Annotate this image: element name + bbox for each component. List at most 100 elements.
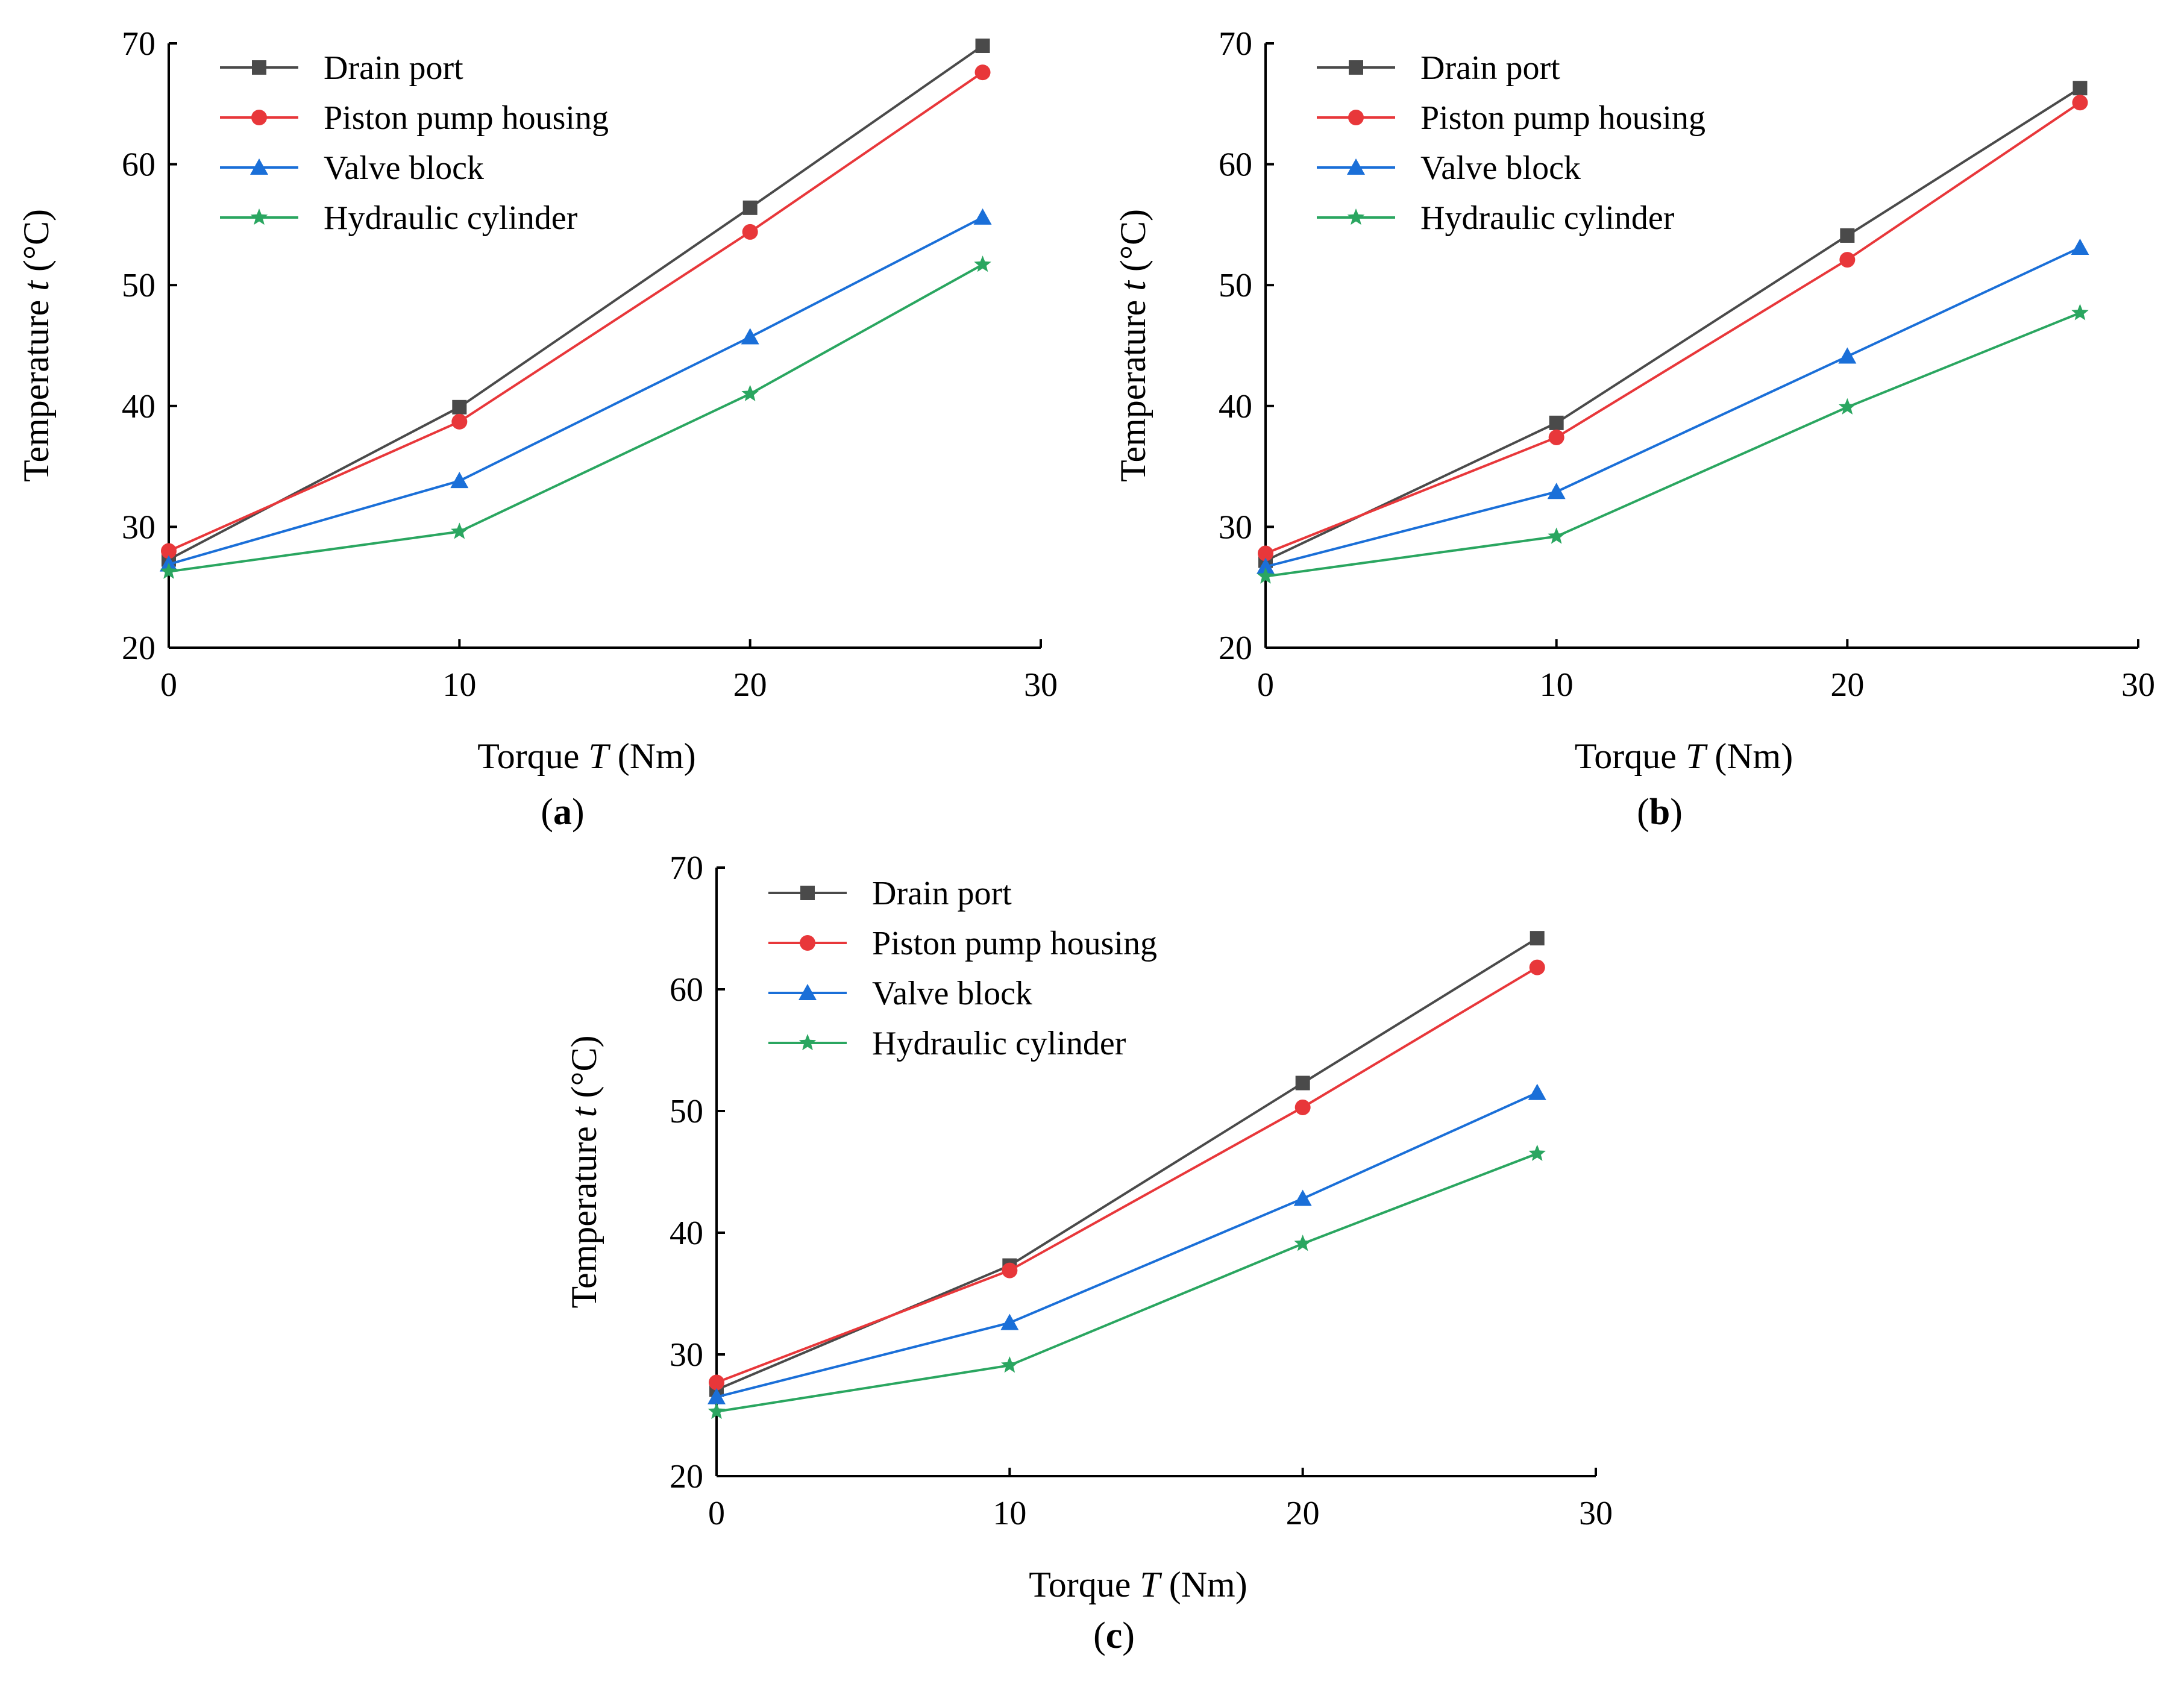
y-tick-label: 70 [122, 25, 155, 63]
data-point-valve [2071, 239, 2089, 255]
series-drain [1258, 81, 2088, 568]
data-point-valve [1838, 347, 1857, 364]
panel-label-open: ( [1637, 792, 1649, 833]
y-tick-label: 50 [122, 267, 155, 304]
data-point-cylinder [451, 522, 468, 539]
legend-marker-piston [800, 935, 815, 951]
x-tick-label: 30 [1579, 1495, 1613, 1532]
y-tick-label: 60 [670, 971, 703, 1009]
x-axis-label-pre: Torque [1029, 1565, 1140, 1604]
series-line-valve [168, 216, 984, 566]
legend-marker-piston [1348, 110, 1364, 125]
data-point-piston [1548, 429, 1564, 445]
series-cylinder [160, 255, 991, 579]
data-point-valve [1293, 1189, 1312, 1206]
series-drain [709, 931, 1545, 1397]
panel-label: (b) [1637, 792, 1683, 833]
series-piston [1258, 95, 2088, 562]
y-tick-label: 50 [1219, 267, 1252, 304]
panel-label: (a) [541, 792, 584, 833]
data-point-drain [1530, 931, 1545, 946]
y-axis-label-pre: Temperature [16, 291, 56, 482]
legend: Drain port Piston pump housing Valve block… [220, 49, 609, 237]
series-line-valve [716, 1091, 1538, 1398]
data-point-piston [161, 543, 177, 559]
data-point-valve [1528, 1083, 1546, 1100]
chart-panel-c: 20 30 40 50 60 70 0 10 20 30 Torque T (Nm) Temperat… [564, 850, 1613, 1656]
x-tick-label: 30 [2121, 666, 2155, 704]
x-axis-label-post: (Nm) [1705, 736, 1793, 776]
y-tick-label: 50 [670, 1093, 703, 1130]
data-point-piston [1529, 959, 1545, 975]
data-point-piston [974, 64, 991, 81]
legend-marker-valve [799, 984, 817, 1000]
data-point-valve [1000, 1313, 1019, 1330]
y-axis-label-pre: Temperature [1113, 291, 1153, 482]
data-point-cylinder [1839, 398, 1856, 415]
data-point-cylinder [741, 384, 759, 401]
data-point-cylinder [708, 1402, 726, 1419]
series-line-drain [168, 45, 984, 561]
data-point-valve [1547, 483, 1566, 499]
x-tick-label: 20 [733, 666, 767, 704]
legend-label-cylinder: Hydraulic cylinder [872, 1025, 1126, 1062]
y-axis-label-var: t [1113, 280, 1153, 291]
y-tick-label: 40 [1219, 388, 1252, 425]
data-point-piston [451, 413, 468, 430]
panel-label-letter: c [1106, 1615, 1123, 1656]
x-tick-label: 10 [993, 1495, 1026, 1532]
x-axis-label-pre: Torque [477, 736, 588, 776]
data-point-valve [708, 1388, 726, 1404]
y-axis-label-pre: Temperature [564, 1117, 604, 1308]
legend-label-cylinder: Hydraulic cylinder [324, 199, 578, 237]
series-piston [709, 959, 1545, 1391]
legend-label-cylinder: Hydraulic cylinder [1420, 199, 1675, 237]
data-point-cylinder [1528, 1144, 1546, 1161]
x-tick-label: 20 [1830, 666, 1864, 704]
data-point-drain [452, 399, 467, 415]
data-point-piston [1839, 252, 1856, 268]
data-point-piston [742, 224, 758, 240]
series-line-valve [1265, 246, 2081, 568]
y-tick-label: 60 [122, 146, 155, 184]
data-point-drain [742, 200, 758, 215]
chart-panel-b: 20 30 40 50 60 70 0 10 20 30 Torque T (Nm) Temperat… [1113, 25, 2155, 833]
data-point-valve [741, 328, 759, 345]
series-line-piston [716, 966, 1538, 1384]
x-tick-label: 0 [708, 1495, 725, 1532]
x-axis-label-post: (Nm) [609, 736, 696, 776]
x-tick-label: 20 [1286, 1495, 1320, 1532]
series-line-cylinder [168, 263, 984, 573]
y-tick-label: 70 [670, 850, 703, 887]
x-axis-label: Torque T (Nm) [477, 736, 695, 776]
panel-label-close: ) [572, 792, 585, 833]
legend-marker-drain [1349, 60, 1363, 75]
series-line-cylinder [1265, 311, 2081, 578]
legend: Drain port Piston pump housing Valve block… [1317, 49, 1705, 237]
legend-label-piston: Piston pump housing [324, 99, 609, 137]
panel-label-close: ) [1670, 792, 1683, 833]
legend-label-drain: Drain port [872, 875, 1012, 912]
data-point-drain [1549, 415, 1564, 430]
legend-label-piston: Piston pump housing [1420, 99, 1705, 137]
series-cylinder [708, 1144, 1546, 1419]
data-point-drain [2073, 81, 2088, 96]
y-tick-label: 20 [670, 1458, 703, 1495]
x-axis-label-var: T [1686, 736, 1708, 776]
data-point-piston [1294, 1099, 1311, 1115]
panel-label-close: ) [1122, 1615, 1135, 1656]
legend-label-drain: Drain port [1420, 49, 1560, 87]
legend-label-piston: Piston pump housing [872, 925, 1157, 962]
data-point-cylinder [1294, 1235, 1311, 1251]
data-point-valve [973, 208, 992, 225]
y-tick-label: 20 [1219, 630, 1252, 667]
x-tick-label: 10 [1540, 666, 1574, 704]
data-point-cylinder [1548, 527, 1565, 544]
series-line-cylinder [716, 1152, 1538, 1413]
y-tick-label: 20 [122, 630, 155, 667]
data-point-cylinder [1001, 1356, 1018, 1373]
y-tick-label: 40 [670, 1215, 703, 1252]
legend-marker-valve [250, 158, 268, 175]
series-valve [708, 1083, 1546, 1404]
x-axis-label: Torque T (Nm) [1575, 736, 1793, 776]
